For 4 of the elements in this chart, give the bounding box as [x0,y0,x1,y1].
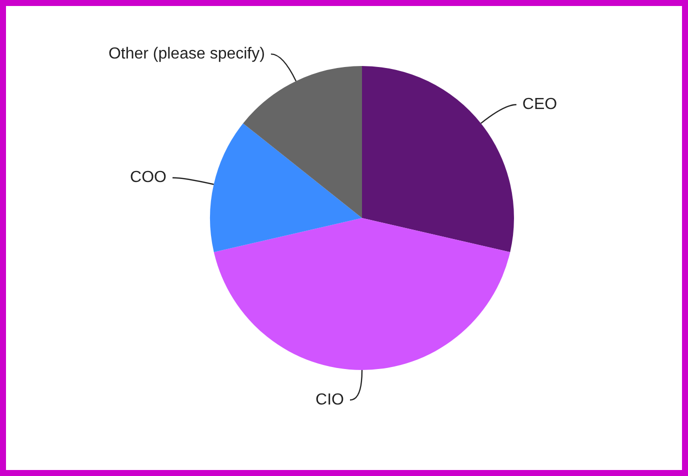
slice-label: COO [130,169,167,186]
slice-label: CEO [522,96,558,114]
slice-label: Other (please specify) [108,45,265,62]
slice-label: CIO [316,391,344,408]
